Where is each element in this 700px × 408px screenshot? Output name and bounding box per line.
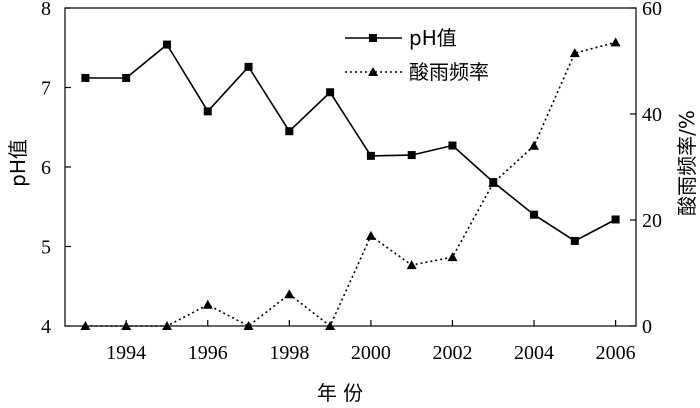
ph-point-1998	[285, 127, 294, 136]
y-right-tick-label-40: 40	[642, 104, 662, 126]
x-axis-label: 年 份	[317, 381, 363, 405]
legend-acid-label: 酸雨频率	[409, 60, 489, 84]
y-right-tick-label-0: 0	[642, 316, 652, 338]
plot-frame	[64, 7, 637, 327]
acid-point-1997	[243, 321, 254, 330]
y-left-tick-label-4: 4	[41, 316, 51, 338]
ph-point-2005	[570, 236, 579, 245]
y-axis-right-label: 酸雨频率/%	[675, 110, 699, 216]
ph-point-1994	[122, 73, 131, 82]
ph-point-2000	[366, 151, 375, 160]
acid-point-2004	[529, 140, 539, 150]
acid-point-1994	[121, 321, 132, 330]
series-line-1	[85, 41, 616, 328]
series-markers	[80, 37, 621, 330]
ph-point-1996	[203, 107, 212, 116]
acid-point-2005	[569, 48, 580, 58]
acid-point-2001	[406, 260, 417, 270]
acid-point-1996	[202, 299, 213, 309]
ph-point-1993	[81, 73, 90, 82]
x-tick-label-1994: 1994	[106, 342, 146, 364]
acid-point-2003	[488, 177, 499, 187]
legend: pH值 酸雨频率	[345, 26, 489, 84]
y-left-tick-label-7: 7	[41, 78, 51, 100]
series-line-0	[85, 43, 616, 242]
ph-point-1997	[244, 62, 253, 71]
acid-point-2000	[365, 230, 376, 240]
y-right-tick-label-20: 20	[642, 210, 662, 232]
acid-point-1995	[162, 321, 172, 330]
y-left-tick-label-8: 8	[41, 0, 51, 20]
y-left-tick-label-5: 5	[41, 237, 51, 259]
acid-point-1999	[325, 321, 336, 330]
legend-ph-label: pH值	[409, 26, 457, 50]
ph-point-1999	[326, 88, 335, 97]
x-tick-label-2006: 2006	[596, 342, 636, 364]
legend-acid-marker	[368, 67, 378, 76]
x-tick-label-2004: 2004	[514, 342, 554, 364]
ph-point-1995	[162, 40, 171, 49]
x-tick-label-2000: 2000	[351, 342, 391, 364]
x-tick-label-1998: 1998	[269, 342, 309, 364]
ph-point-2001	[407, 151, 416, 160]
acid-point-1998	[284, 289, 295, 299]
acid-point-2002	[447, 252, 458, 262]
x-tick-label-1996: 1996	[188, 342, 228, 364]
acid-point-2006	[610, 37, 621, 47]
y-right-tick-label-60: 60	[642, 0, 662, 20]
ph-point-2004	[530, 210, 539, 219]
ph-point-2006	[611, 215, 620, 224]
y-axis-left-label: pH值	[6, 139, 30, 187]
ph-point-2002	[448, 141, 457, 150]
x-tick-label-2002: 2002	[432, 342, 472, 364]
acid-point-1993	[80, 321, 91, 330]
legend-ph-marker	[369, 34, 377, 42]
y-left-tick-label-6: 6	[41, 157, 51, 179]
axes: 1994 1996 1998 2000 2002 2004 2006 4 5 6 7 8 0 20 40 60	[41, 0, 662, 364]
series-lines	[85, 41, 616, 328]
